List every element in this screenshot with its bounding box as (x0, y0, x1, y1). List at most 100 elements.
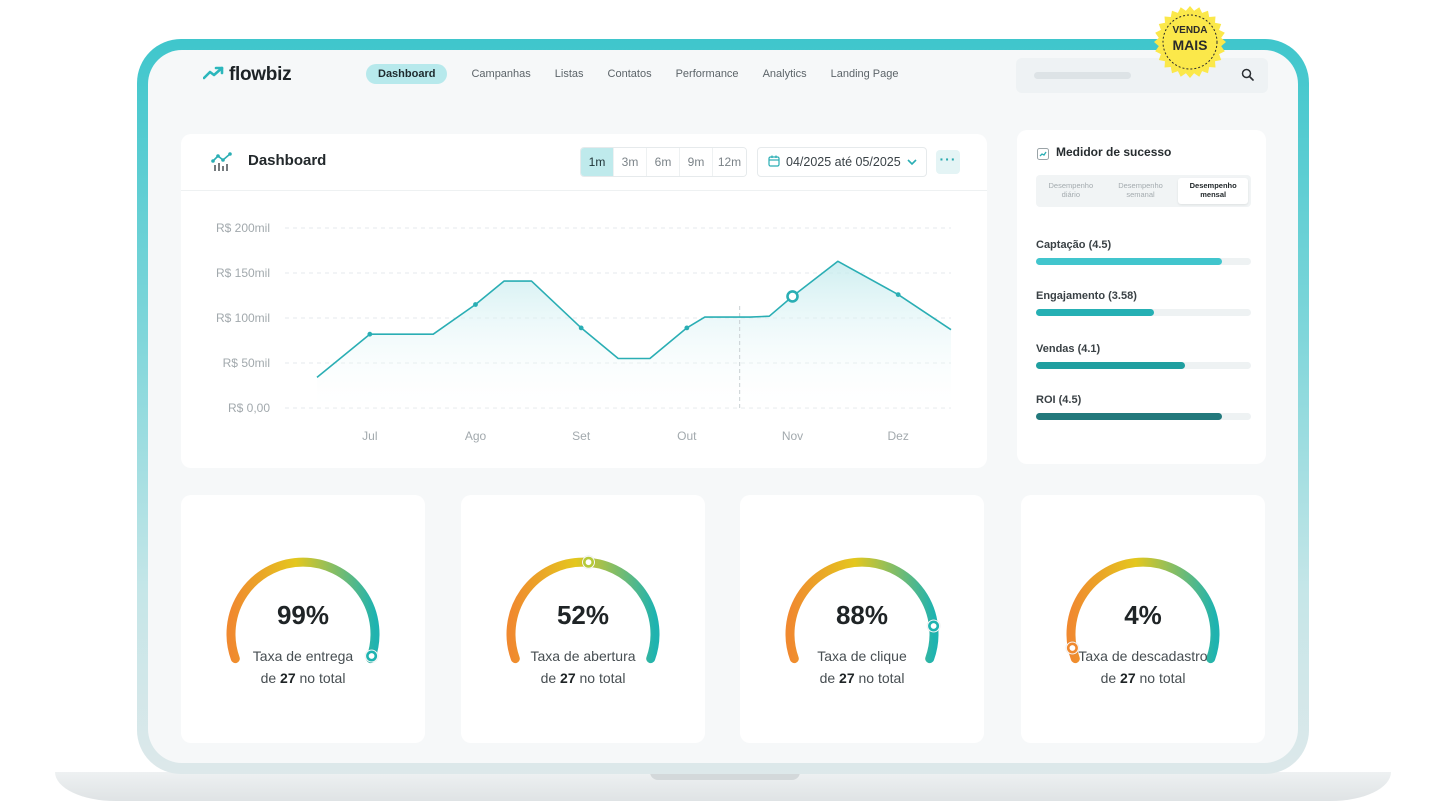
period-selector: 1m 3m 6m 9m 12m (580, 147, 747, 177)
x-tick-label: Set (572, 429, 591, 443)
nav-performance[interactable]: Performance (675, 68, 739, 80)
tab-desempenho-mensal[interactable]: Desempenho mensal (1178, 178, 1249, 204)
gauge-chart (1065, 557, 1220, 664)
gauge-card: 88% Taxa de clique de 27 no total (740, 495, 984, 743)
gauge-arc (226, 557, 380, 664)
gauge-label-prefix: de (540, 670, 557, 686)
analytics-icon (211, 152, 233, 177)
gauge-label-suffix: no total (858, 670, 905, 686)
more-options-button[interactable]: ··· (936, 150, 960, 174)
seal-icon (1154, 6, 1226, 78)
highlight-point[interactable] (786, 290, 799, 303)
dashboard-chart-card: Dashboard 1m 3m 6m 9m 12m 04/2025 até (181, 134, 987, 468)
gauge-count: 27 (1120, 670, 1136, 686)
date-range-picker[interactable]: 04/2025 até 05/2025 (757, 147, 927, 177)
gauge-label-prefix: de (260, 670, 277, 686)
gauge-card: 52% Taxa de abertura de 27 no total (461, 495, 705, 743)
success-meter-card: Medidor de sucesso Desempenho diário Des… (1017, 130, 1266, 464)
gauge-card: 99% Taxa de entrega de 27 no total (181, 495, 425, 743)
tab-desempenho-diario[interactable]: Desempenho diário (1048, 181, 1094, 199)
logo-icon (202, 66, 225, 85)
seal-shape (1154, 6, 1226, 78)
gauge-arc (785, 557, 939, 664)
gauge-arc (1066, 557, 1220, 664)
badge-line-1: VENDA (1172, 25, 1208, 36)
nav-listas[interactable]: Listas (554, 68, 584, 80)
x-tick-label: Ago (465, 429, 487, 443)
metric-item: Engajamento (3.58) (1036, 290, 1251, 316)
main-nav: Dashboard Campanhas Listas Contatos Perf… (366, 64, 911, 84)
y-tick-label: R$ 0,00 (228, 401, 270, 415)
nav-campanhas[interactable]: Campanhas (471, 68, 531, 80)
series-line (316, 260, 952, 379)
metric-fill (1036, 362, 1186, 369)
data-point (367, 331, 373, 337)
y-tick-label: R$ 100mil (216, 311, 270, 325)
badge-text: VENDA MAIS (1152, 25, 1228, 53)
app-screen: flowbiz Dashboard Campanhas Listas Conta… (148, 50, 1298, 763)
gauge-marker (928, 620, 940, 632)
gauge-label: Taxa de abertura de 27 no total (461, 645, 705, 689)
period-9m[interactable]: 9m (680, 148, 713, 176)
laptop-notch (650, 772, 800, 780)
period-6m[interactable]: 6m (647, 148, 680, 176)
nav-landing-page[interactable]: Landing Page (830, 68, 899, 80)
gauge-label: Taxa de entrega de 27 no total (181, 645, 425, 689)
seal-ring (1162, 14, 1218, 70)
success-meter-title: Medidor de sucesso (1056, 145, 1172, 159)
gauge-chart (226, 557, 380, 664)
data-point (473, 302, 478, 307)
metric-fill (1036, 413, 1223, 420)
metric-track (1036, 413, 1251, 420)
gauge-marker (583, 556, 595, 568)
gauge-value: 88% (835, 600, 889, 630)
metric-fill (1036, 258, 1223, 265)
gauge-value: 4% (1124, 600, 1162, 630)
tab-desempenho-semanal[interactable]: Desempenho semanal (1118, 181, 1163, 199)
gauge-chart (506, 555, 660, 664)
nav-dashboard[interactable]: Dashboard (366, 64, 448, 84)
x-tick-label: Out (677, 429, 697, 443)
metric-label: Captação (4.5) (1036, 239, 1112, 251)
venda-mais-seal: VENDA MAIS (1152, 4, 1228, 80)
logo[interactable]: flowbiz (202, 64, 292, 86)
chart-title: Dashboard (248, 152, 327, 169)
y-tick-label: R$ 150mil (216, 266, 270, 280)
data-point (684, 325, 690, 331)
badge-line-2: MAIS (1172, 37, 1208, 53)
period-3m[interactable]: 3m (614, 148, 647, 176)
metric-item: Captação (4.5) (1036, 239, 1251, 265)
x-tick-label: Nov (782, 429, 803, 443)
gauge-count: 27 (560, 670, 576, 686)
y-tick-label: R$ 50mil (223, 356, 270, 370)
metric-track (1036, 309, 1251, 316)
logo-text: flowbiz (229, 64, 292, 85)
chart-card-header: Dashboard 1m 3m 6m 9m 12m 04/2025 até (181, 134, 987, 191)
nav-analytics[interactable]: Analytics (762, 68, 807, 80)
search-icon[interactable] (1241, 68, 1254, 86)
trend-icon (1037, 147, 1049, 165)
metric-track (1036, 258, 1251, 265)
metric-item: Vendas (4.1) (1036, 343, 1251, 369)
gauge-label-prefix: de (819, 670, 836, 686)
gauge-label-suffix: no total (579, 670, 626, 686)
y-tick-label: R$ 200mil (216, 221, 270, 235)
gauge-value: 52% (556, 600, 610, 630)
gauge-label-title: Taxa de descadastro (1078, 648, 1208, 664)
gauge-card: 4% Taxa de descadastro de 27 no total (1021, 495, 1265, 743)
gauge-count: 27 (280, 670, 296, 686)
gauge-label: Taxa de descadastro de 27 no total (1021, 645, 1265, 689)
metric-track (1036, 362, 1251, 369)
metric-label: Engajamento (3.58) (1036, 290, 1137, 302)
x-tick-label: Jul (362, 429, 377, 443)
date-range-value: 04/2025 até 05/2025 (786, 155, 901, 169)
nav-contatos[interactable]: Contatos (607, 68, 652, 80)
calendar-icon (768, 155, 780, 170)
period-1m[interactable]: 1m (581, 148, 614, 176)
gauge-marker (366, 650, 378, 662)
period-12m[interactable]: 12m (713, 148, 746, 176)
search-input[interactable] (1016, 58, 1268, 93)
gauge-label-suffix: no total (299, 670, 346, 686)
metric-label: Vendas (4.1) (1036, 343, 1101, 355)
gauge-label-prefix: de (1100, 670, 1117, 686)
